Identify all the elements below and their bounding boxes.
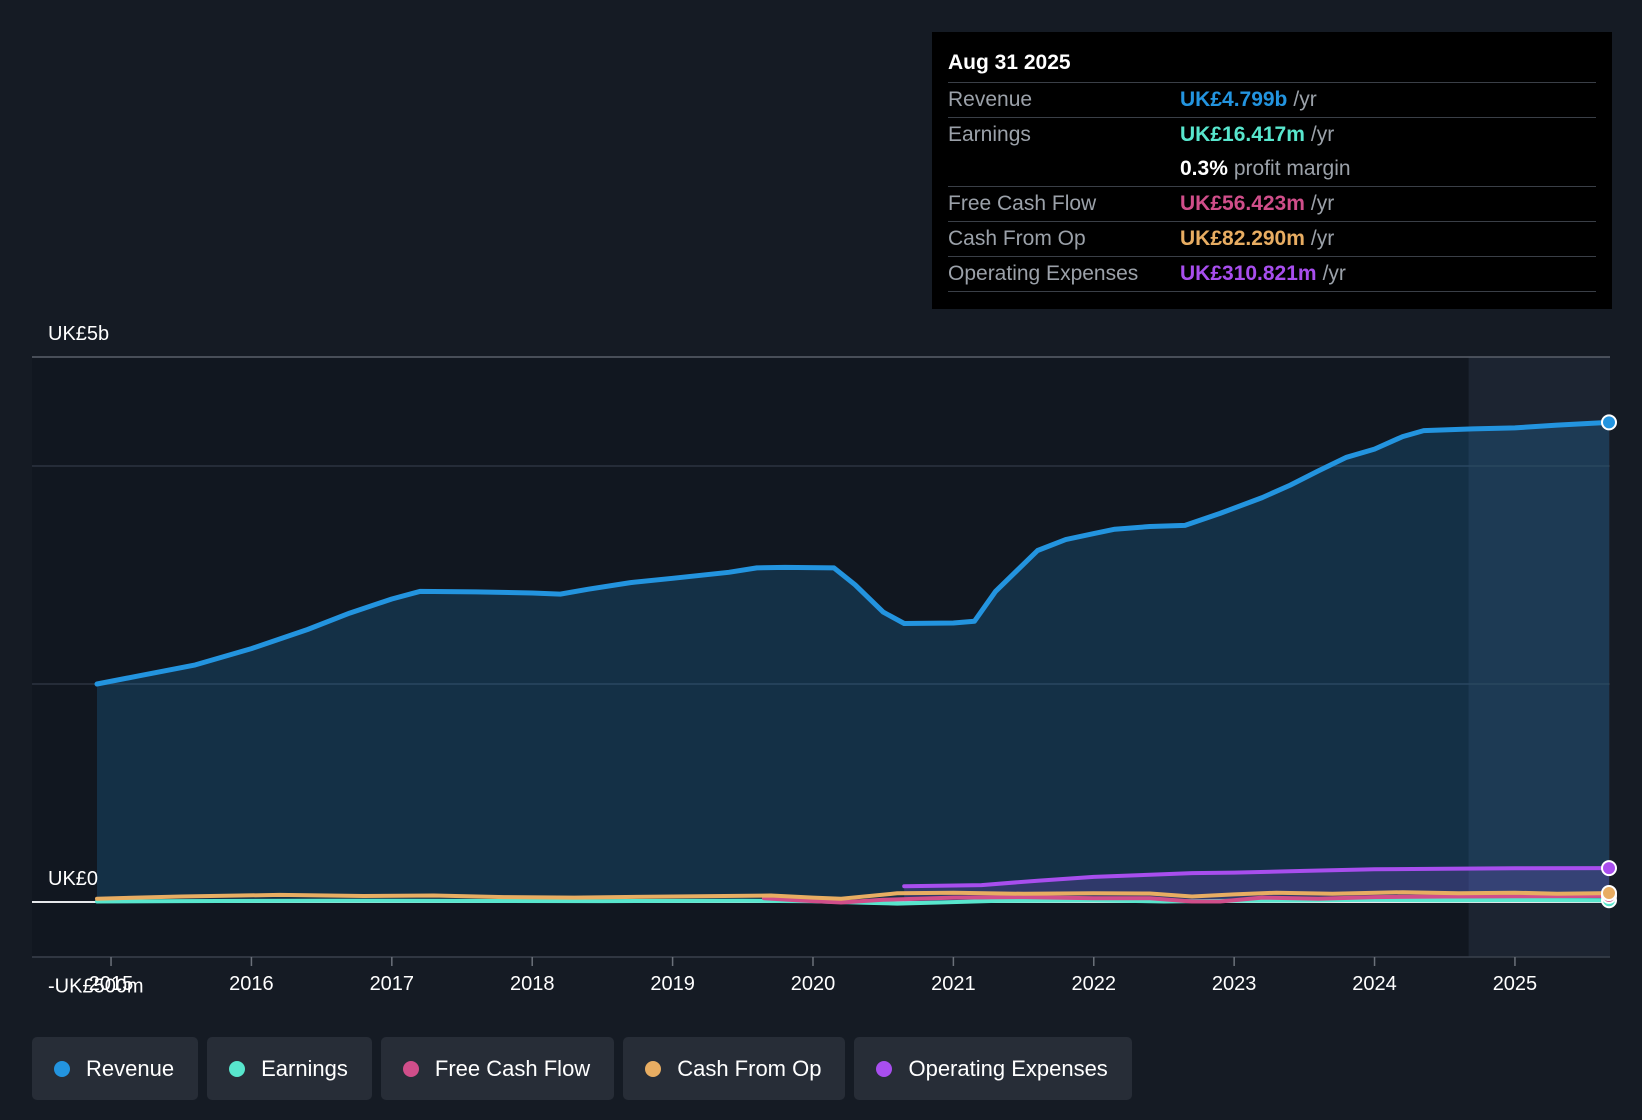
tooltip-row-free-cash-flow: Free Cash Flow UK£56.423m /yr (948, 186, 1596, 221)
operating-expenses-end-point[interactable] (1601, 860, 1617, 877)
free-cash-flow-dot-icon (402, 1060, 419, 1077)
x-tick-label: 2021 (931, 973, 976, 995)
forecast-region-background (1468, 357, 1610, 957)
operating-expenses-dot-icon (876, 1060, 893, 1077)
legend: Revenue Earnings Free Cash Flow Cash Fro… (32, 1037, 1132, 1100)
tooltip-panel: Aug 31 2025 Revenue UK£4.799b /yr Earnin… (932, 32, 1612, 309)
revenue-line (94, 419, 1612, 687)
revenue-area (97, 422, 1609, 902)
tooltip-value: UK£56.423m (1180, 192, 1305, 215)
x-tick-label: 2024 (1352, 973, 1397, 995)
free-cash-flow-line (761, 893, 1611, 905)
cash-from-op-end-point[interactable] (1601, 885, 1617, 902)
tooltip-row-revenue: Revenue UK£4.799b /yr (948, 82, 1596, 117)
tooltip-value: UK£16.417m (1180, 123, 1305, 146)
x-tick-label: 2022 (1072, 973, 1117, 995)
legend-label: Operating Expenses (908, 1055, 1108, 1081)
tooltip-row-operating-expenses: Operating Expenses UK£310.821m /yr (948, 256, 1596, 292)
legend-item-earnings[interactable]: Earnings (207, 1037, 372, 1100)
x-tick-label: 2019 (650, 973, 695, 995)
x-tick-label: 2018 (510, 973, 555, 995)
past-region-background (32, 357, 1469, 957)
legend-item-free-cash-flow[interactable]: Free Cash Flow (380, 1037, 615, 1100)
y-axis-label: UK£5b (48, 323, 109, 345)
cash-from-op-dot-icon (645, 1060, 662, 1077)
tooltip-unit: /yr (1322, 262, 1346, 285)
x-tick-label: 2025 (1493, 973, 1538, 995)
legend-label: Revenue (86, 1055, 175, 1081)
tooltip-row-cash-from-op: Cash From Op UK£82.290m /yr (948, 221, 1596, 256)
tooltip-value: 0.3% (1180, 157, 1228, 180)
operating-expenses-line (902, 866, 1611, 889)
legend-item-revenue[interactable]: Revenue (32, 1037, 199, 1100)
tooltip-unit: /yr (1310, 192, 1335, 215)
tooltip-unit: profit margin (1233, 157, 1351, 180)
legend-label: Free Cash Flow (434, 1055, 591, 1081)
earnings-line (95, 897, 1611, 906)
tooltip-label: Revenue (948, 88, 1033, 111)
y-axis-label: UK£0 (48, 868, 98, 890)
earnings-dot-icon (229, 1060, 246, 1077)
legend-label: Cash From Op (677, 1055, 822, 1081)
cash-from-op-line (95, 890, 1611, 901)
x-tick-label: 2017 (370, 973, 415, 995)
tooltip-value: UK£310.821m (1180, 262, 1317, 285)
tooltip-label: Free Cash Flow (948, 192, 1097, 215)
tooltip-value: UK£82.290m (1180, 227, 1305, 250)
tooltip-label: Operating Expenses (948, 262, 1139, 285)
tooltip-unit: /yr (1310, 227, 1335, 250)
tooltip-value: UK£4.799b (1180, 88, 1288, 111)
tooltip-row-earnings: Earnings UK£16.417m /yr (948, 117, 1596, 152)
tooltip-label: Cash From Op (948, 227, 1086, 250)
x-tick-label: 2023 (1212, 973, 1257, 995)
revenue-dot-icon (54, 1060, 70, 1077)
legend-item-cash-from-op[interactable]: Cash From Op (623, 1037, 846, 1100)
tooltip-unit: /yr (1293, 88, 1317, 111)
tooltip-unit: /yr (1310, 123, 1335, 146)
x-tick-label: 2016 (229, 973, 274, 995)
tooltip-row-profit-margin: 0.3% profit margin (948, 152, 1596, 186)
x-tick-label: 2020 (791, 973, 836, 995)
y-axis-label: -UK£500m (48, 976, 144, 998)
x-tick-label: 2015 (89, 973, 134, 995)
revenue-end-point[interactable] (1601, 414, 1617, 431)
legend-label: Earnings (261, 1055, 348, 1081)
tooltip-date: Aug 31 2025 (948, 51, 1071, 74)
tooltip-label: Earnings (948, 123, 1031, 146)
legend-item-operating-expenses[interactable]: Operating Expenses (854, 1037, 1132, 1100)
